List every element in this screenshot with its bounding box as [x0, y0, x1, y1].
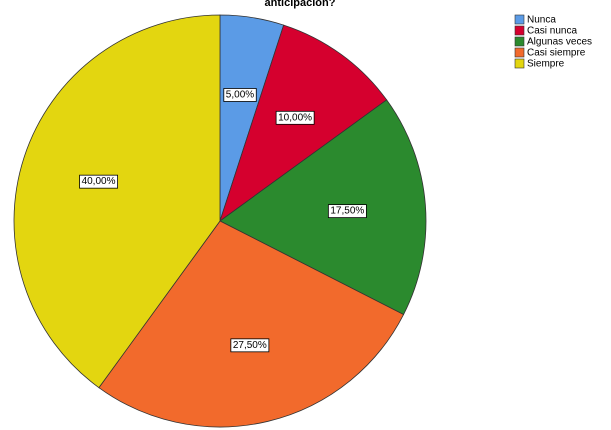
- data-label-box: [79, 174, 118, 189]
- legend-label: Nunca: [527, 15, 556, 26]
- data-label: 27,50%: [233, 340, 267, 351]
- data-label: 17,50%: [330, 206, 364, 217]
- legend-label: Casi nunca: [527, 26, 577, 37]
- legend-label: Siempre: [527, 59, 565, 70]
- legend-swatch: [514, 58, 525, 69]
- chart-title: anticipación?: [265, 0, 336, 9]
- pie-slice: [219, 99, 427, 316]
- data-label-box: [230, 338, 270, 353]
- data-label: 5,00%: [226, 89, 254, 100]
- legend-swatch: [514, 25, 525, 36]
- data-label-box: [275, 110, 315, 125]
- data-label-box: [327, 204, 367, 219]
- data-label: 10,00%: [278, 112, 312, 123]
- legend-swatch: [514, 14, 525, 25]
- legend-swatch: [514, 36, 525, 47]
- legend-label: Algunas veces: [527, 37, 592, 48]
- legend-label: Casi siempre: [527, 48, 586, 59]
- data-label-box: [223, 88, 257, 102]
- legend-swatch: [514, 47, 525, 58]
- pie-slice: [13, 14, 221, 389]
- data-label: 40,00%: [82, 176, 116, 187]
- pie-slice: [98, 220, 405, 428]
